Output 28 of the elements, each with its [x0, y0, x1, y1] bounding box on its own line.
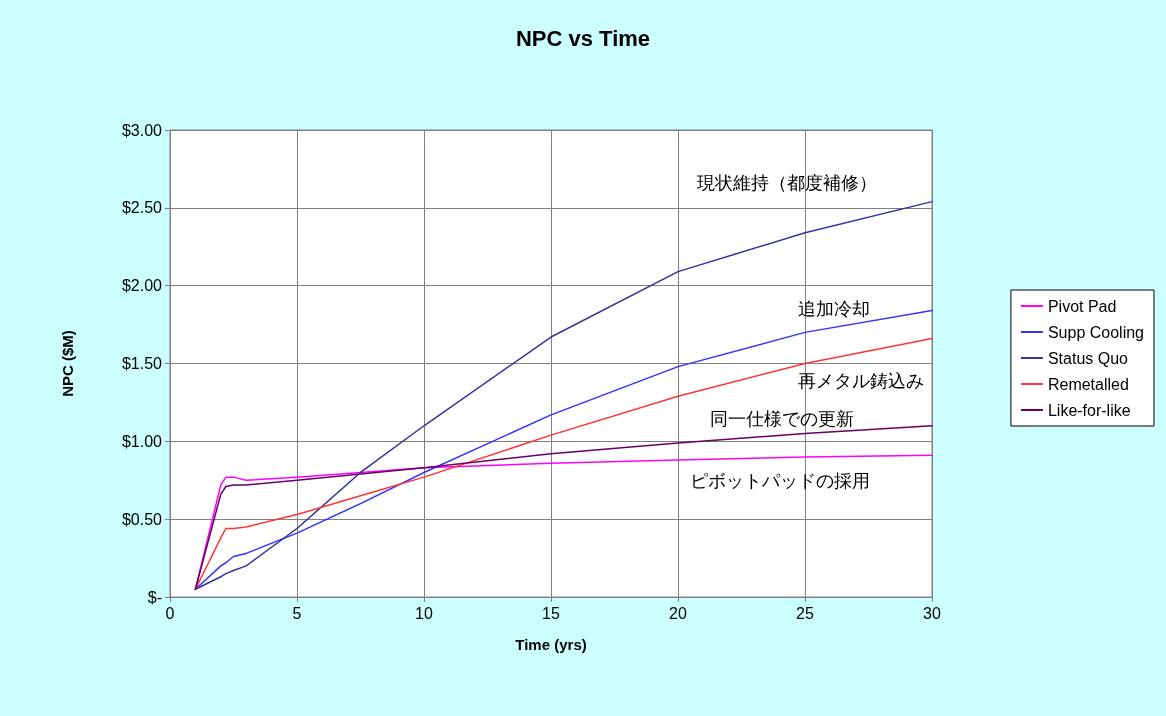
- y-tick-label: $1.50: [121, 355, 163, 372]
- line-series: [194, 200, 933, 590]
- x-axis-title: Time (yrs): [515, 636, 587, 653]
- y-tick-label: $1.00: [121, 432, 163, 450]
- legend-label: Remetalled: [1047, 375, 1129, 393]
- legend-label: Like-for-like: [1047, 401, 1131, 419]
- x-tick-label: 25: [796, 604, 814, 622]
- x-tick-label: 15: [542, 604, 560, 622]
- x-tick-label: 5: [292, 604, 302, 622]
- annotation: 追加冷却: [798, 297, 870, 319]
- annotation: 現状維持（都度補修）: [697, 171, 877, 193]
- chart-title: NPC vs Time: [515, 25, 651, 51]
- annotation: 同一仕様での更新: [710, 407, 854, 429]
- y-tick-label: $2.50: [121, 199, 163, 217]
- legend-label: Supp Cooling: [1047, 323, 1145, 341]
- legend-label: Pivot Pad: [1047, 297, 1117, 315]
- legend-label: Status Quo: [1047, 349, 1129, 367]
- y-tick-label: $0.50: [121, 510, 163, 528]
- annotation: 再メタル鋳込み: [798, 369, 924, 391]
- y-axis-title: NPC ($M): [59, 330, 76, 397]
- x-tick-label: 10: [415, 604, 433, 622]
- y-tick-label: $-: [147, 588, 162, 606]
- y-tick-label: $2.00: [121, 277, 163, 295]
- x-tick-label: 0: [165, 604, 175, 622]
- x-tick-label: 30: [923, 604, 941, 622]
- y-tick-label: $3.00: [121, 121, 163, 139]
- annotation: ピボットパッドの採用: [690, 469, 870, 491]
- x-tick-label: 20: [669, 604, 687, 622]
